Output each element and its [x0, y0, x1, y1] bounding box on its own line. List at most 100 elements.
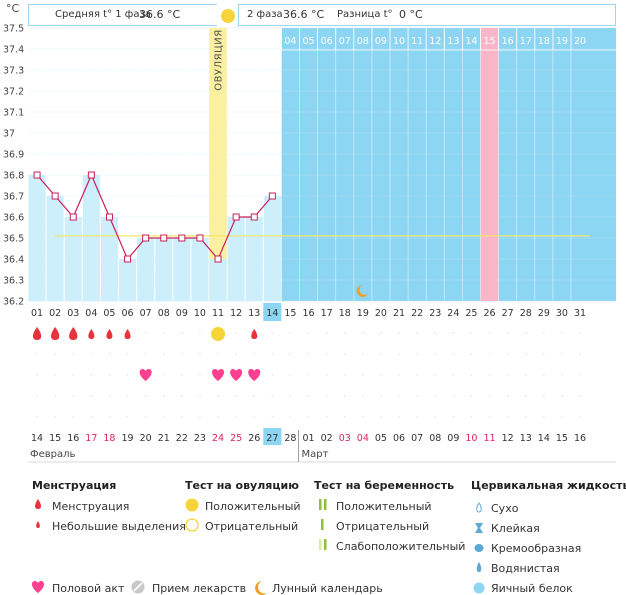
- grid-dot: [72, 353, 74, 355]
- cycle-day-label: 05: [103, 308, 115, 319]
- grid-dot: [325, 374, 328, 376]
- month-label-start: Февраль: [30, 449, 76, 460]
- grid-dot: [144, 416, 147, 418]
- top-day-label: 08: [357, 36, 369, 47]
- menstruation-drop: [32, 327, 42, 340]
- grid-dot: [289, 332, 292, 334]
- top-day-label: 16: [502, 36, 514, 47]
- grid-dot: [271, 332, 274, 334]
- top-day-label: 11: [411, 36, 423, 47]
- grid-dot: [398, 374, 400, 376]
- grid-dot: [235, 395, 237, 397]
- grid-dot: [398, 416, 400, 418]
- calendar-date-label: 05: [375, 433, 387, 444]
- temperature-point: [268, 192, 276, 200]
- grid-dot: [398, 353, 400, 355]
- temperature-point: [87, 171, 95, 179]
- temperature-bar: [173, 238, 191, 301]
- calendar-date-label: 27: [266, 433, 278, 444]
- grid-dot: [470, 395, 473, 397]
- temperature-point: [105, 213, 113, 221]
- grid-dot: [144, 395, 147, 397]
- legend-cervical-creamy: Кремообразная: [491, 542, 582, 555]
- grid-dot: [217, 395, 219, 397]
- grid-dot: [488, 416, 491, 418]
- grid-dot: [579, 353, 581, 355]
- cycle-day-label: 22: [411, 308, 423, 319]
- grid-dot: [543, 416, 545, 418]
- grid-dot: [289, 416, 292, 418]
- grid-dot: [144, 332, 147, 334]
- grid-dot: [488, 374, 491, 376]
- diff-value: 0 °C: [399, 8, 423, 21]
- grid-dot: [325, 416, 328, 418]
- grid-dot: [199, 353, 201, 355]
- grid-dot: [506, 416, 509, 418]
- moon-icon: [255, 581, 267, 595]
- temperature-bar: [227, 217, 245, 301]
- ovulation-negative-icon: [185, 518, 199, 532]
- calendar-date-label: 21: [158, 433, 170, 444]
- legend-menstruation: Менструация: [52, 500, 130, 513]
- grid-dot: [525, 374, 527, 376]
- legend-pregnancy-weak: Слабоположительный: [336, 540, 466, 553]
- grid-dot: [380, 332, 382, 334]
- grid-dot: [416, 353, 418, 355]
- grid-dot: [380, 374, 382, 376]
- grid-dot: [108, 353, 111, 355]
- calendar-date-label: 24: [212, 433, 224, 444]
- grid-dot: [199, 395, 201, 397]
- grid-dot: [344, 395, 346, 397]
- calendar-date-label: 15: [556, 433, 568, 444]
- grid-dot: [416, 416, 418, 418]
- cycle-day-label: 21: [393, 308, 405, 319]
- grid-dot: [144, 353, 147, 355]
- grid-dot: [488, 353, 491, 355]
- grid-dot: [181, 395, 183, 397]
- calendar-date-label: 26: [248, 433, 260, 444]
- grid-dot: [561, 374, 563, 376]
- y-tick-label: 36.2: [3, 297, 24, 308]
- calendar-date-label: 16: [574, 433, 586, 444]
- cycle-day-label: 31: [574, 308, 586, 319]
- grid-dot: [434, 395, 436, 397]
- grid-dot: [289, 395, 292, 397]
- cycle-day-label: 17: [321, 308, 333, 319]
- cycle-day-label: 19: [357, 308, 369, 319]
- sun-icon: [221, 9, 235, 23]
- intercourse-heart: [230, 369, 243, 381]
- temperature-bar: [82, 175, 100, 301]
- grid-dot: [199, 416, 201, 418]
- grid-dot: [470, 374, 473, 376]
- calendar-date-label: 11: [484, 433, 496, 444]
- y-tick-label: 36.9: [3, 150, 24, 161]
- phase2-label: 2 фаза: [247, 9, 283, 20]
- cycle-day-label: 16: [303, 308, 315, 319]
- grid-dot: [579, 332, 581, 334]
- grid-dot: [235, 416, 237, 418]
- phase1-value: 36.6 °C: [139, 8, 181, 21]
- top-day-label: 02: [248, 36, 260, 47]
- temperature-bar: [137, 238, 155, 301]
- top-day-label: 17: [520, 36, 532, 47]
- calendar-date-label: 09: [447, 433, 459, 444]
- grid-dot: [72, 416, 74, 418]
- grid-dot: [72, 395, 74, 397]
- grid-dot: [506, 332, 509, 334]
- grid-dot: [36, 395, 38, 397]
- grid-dot: [163, 332, 165, 334]
- temperature-bar: [155, 238, 173, 301]
- calendar-date-label: 02: [321, 433, 333, 444]
- spotting-drop: [251, 329, 258, 339]
- grid-dot: [181, 416, 183, 418]
- cycle-day-label: 11: [212, 308, 224, 319]
- calendar-date-label: 22: [176, 433, 188, 444]
- grid-dot: [36, 416, 38, 418]
- moon-icon: [356, 285, 368, 297]
- y-tick-label: 36.6: [3, 213, 24, 224]
- grid-dot: [362, 353, 364, 355]
- menstruation-drop: [51, 327, 60, 340]
- legend-cervical-watery: Водянистая: [491, 562, 560, 575]
- legend-cervical-sticky: Клейкая: [491, 522, 540, 535]
- temperature-point: [69, 213, 77, 221]
